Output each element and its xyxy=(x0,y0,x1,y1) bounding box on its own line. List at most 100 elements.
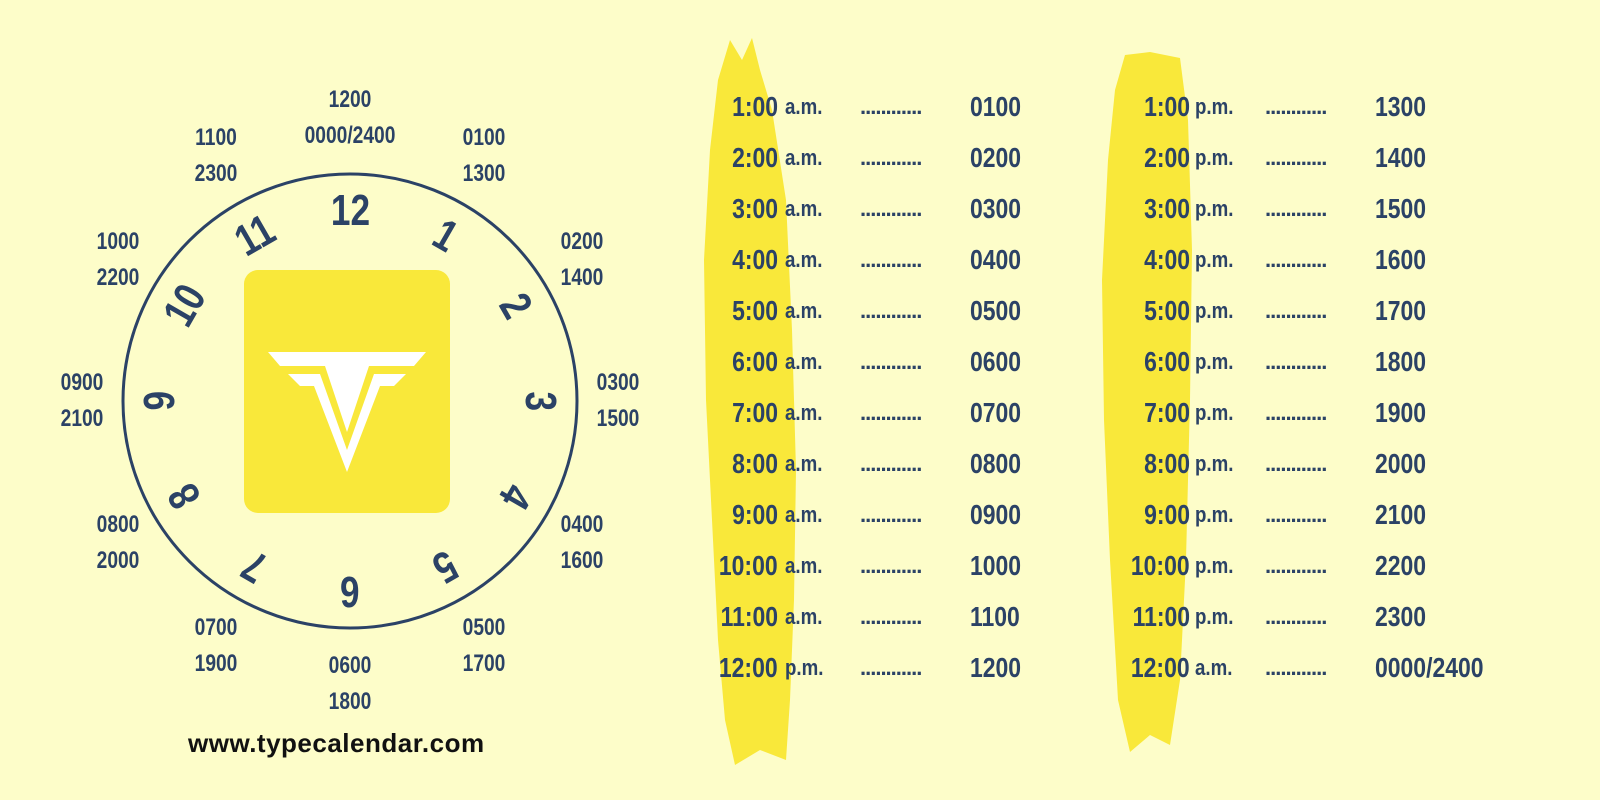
leader-dots: ............ xyxy=(1265,298,1327,323)
period: p.m. xyxy=(1195,446,1240,482)
period-text: a.m. xyxy=(785,451,823,476)
military-time: 0000/2400 xyxy=(1375,650,1507,686)
conversion-value: 0700 xyxy=(194,614,238,642)
standard-time: 9:00 xyxy=(1070,497,1190,533)
standard-time: 8:00 xyxy=(1070,446,1190,482)
period: p.m. xyxy=(1195,395,1240,431)
military-time-text: 2100 xyxy=(1375,499,1427,530)
standard-time-text: 4:00 xyxy=(732,244,778,275)
military-time-text: 0300 xyxy=(970,193,1022,224)
hour-conversion-label: 0400 1600 xyxy=(517,507,647,579)
leader-dots: ............ xyxy=(1265,196,1327,221)
hour-conversion-label: 0200 1400 xyxy=(517,224,647,296)
leader-dots: ............ xyxy=(860,604,922,629)
hour-conversion-label: 1100 2300 xyxy=(151,120,281,192)
leader-dots: ............ xyxy=(1265,553,1327,578)
military-time-text: 2300 xyxy=(1375,601,1427,632)
period: a.m. xyxy=(785,293,829,329)
standard-time: 11:00 xyxy=(1070,599,1190,635)
period-text: p.m. xyxy=(1195,400,1234,425)
standard-time: 2:00 xyxy=(658,140,778,176)
conversion-value: 0800 xyxy=(96,510,140,538)
hour-conversion-label: 0900 2100 xyxy=(17,365,147,437)
standard-time: 12:00 xyxy=(658,650,778,686)
military-time: 0300 xyxy=(970,191,1032,227)
conversion-value: 1200 xyxy=(328,86,372,113)
standard-time: 5:00 xyxy=(658,293,778,329)
leader-dots: ............ xyxy=(1265,145,1327,170)
military-time: 1800 xyxy=(1375,344,1437,380)
standard-time: 11:00 xyxy=(658,599,778,635)
conversion-value: 1100 xyxy=(195,123,237,151)
standard-time: 2:00 xyxy=(1070,140,1190,176)
period-text: p.m. xyxy=(1195,196,1234,221)
military-time: 1000 xyxy=(970,548,1032,584)
standard-time: 8:00 xyxy=(658,446,778,482)
standard-time-text: 6:00 xyxy=(1144,346,1190,377)
period: p.m. xyxy=(1195,344,1240,380)
period: p.m. xyxy=(1195,191,1240,227)
military-time: 1300 xyxy=(1375,89,1437,125)
period-text: a.m. xyxy=(785,247,823,272)
conversion-value: 0000/2400 xyxy=(304,122,396,149)
leader-dots: ............ xyxy=(860,655,922,680)
standard-time-text: 5:00 xyxy=(732,295,778,326)
period: a.m. xyxy=(785,395,829,431)
period-text: a.m. xyxy=(785,400,823,425)
period-text: a.m. xyxy=(785,502,823,527)
military-time: 2300 xyxy=(1375,599,1437,635)
standard-time: 5:00 xyxy=(1070,293,1190,329)
period: p.m. xyxy=(1195,548,1240,584)
standard-time: 10:00 xyxy=(1070,548,1190,584)
period: p.m. xyxy=(1195,242,1240,278)
standard-time-text: 10:00 xyxy=(719,550,778,581)
military-time: 1100 xyxy=(970,599,1031,635)
period: a.m. xyxy=(785,242,829,278)
period-text: p.m. xyxy=(1195,94,1234,119)
period-text: p.m. xyxy=(1195,553,1234,578)
conversion-value: 1800 xyxy=(328,688,372,715)
clock-numeral: 6 xyxy=(310,566,390,616)
military-time-text: 2000 xyxy=(1375,448,1427,479)
leader-dots: ............ xyxy=(1265,94,1327,119)
standard-time: 12:00 xyxy=(1070,650,1190,686)
standard-time-text: 1:00 xyxy=(1144,91,1190,122)
leader-dots: ............ xyxy=(860,94,922,119)
period-text: a.m. xyxy=(1195,655,1233,680)
leader-dots: ............ xyxy=(860,400,922,425)
period: a.m. xyxy=(785,599,829,635)
military-time-text: 0600 xyxy=(970,346,1022,377)
leader-dots: ............ xyxy=(860,502,922,527)
period: a.m. xyxy=(785,344,829,380)
standard-time-text: 5:00 xyxy=(1144,295,1190,326)
numeral-text: 6 xyxy=(340,567,360,616)
numeral-text: 5 xyxy=(424,539,466,593)
standard-time-text: 8:00 xyxy=(732,448,778,479)
typecalendar-v-logo-icon xyxy=(268,352,426,472)
standard-time-text: 6:00 xyxy=(732,346,778,377)
clock-numeral: 12 xyxy=(310,186,390,236)
hour-conversion-label: 0100 1300 xyxy=(419,120,549,192)
standard-time-text: 9:00 xyxy=(1144,499,1190,530)
standard-time-text: 12:00 xyxy=(1131,652,1190,683)
military-time: 0400 xyxy=(970,242,1032,278)
hour-conversion-label: 0300 1500 xyxy=(553,365,683,437)
brush-stroke-left xyxy=(704,38,796,765)
period: a.m. xyxy=(785,191,829,227)
leader-dots: ............ xyxy=(1265,604,1327,629)
standard-time: 1:00 xyxy=(1070,89,1190,125)
standard-time: 1:00 xyxy=(658,89,778,125)
numeral-text: 12 xyxy=(330,186,370,235)
conversion-value: 1700 xyxy=(462,650,506,678)
period-text: a.m. xyxy=(785,553,823,578)
military-time-text: 1200 xyxy=(970,652,1022,683)
military-time-text: 1000 xyxy=(970,550,1022,581)
period-text: p.m. xyxy=(1195,502,1234,527)
military-time-text: 0800 xyxy=(970,448,1022,479)
military-time: 0200 xyxy=(970,140,1032,176)
military-time: 1900 xyxy=(1375,395,1437,431)
military-time-text: 1900 xyxy=(1375,397,1427,428)
military-time: 1700 xyxy=(1375,293,1437,329)
standard-time-text: 4:00 xyxy=(1144,244,1190,275)
standard-time-text: 11:00 xyxy=(720,601,778,632)
